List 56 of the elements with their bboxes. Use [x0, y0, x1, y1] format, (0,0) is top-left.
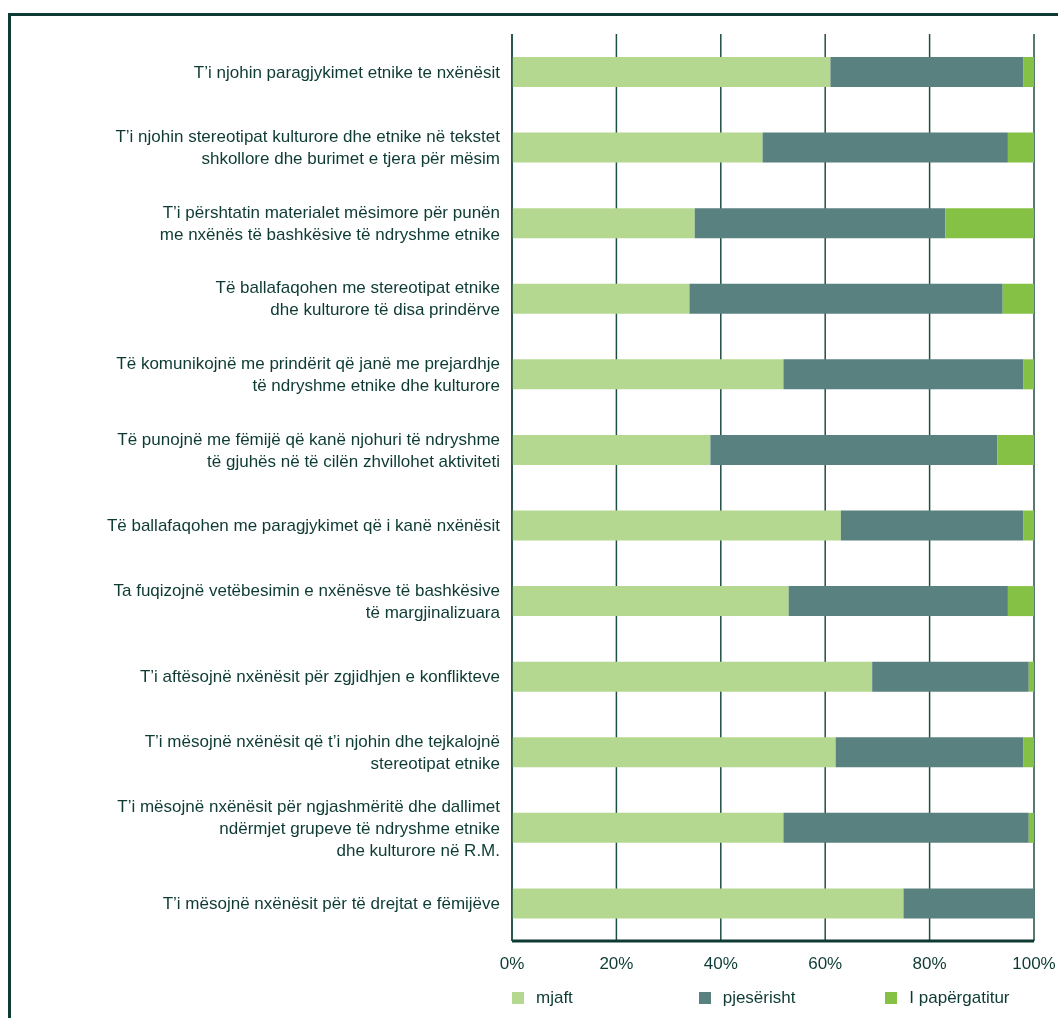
y-tick-label: T’i njohin paragjykimet etnike te nxënësit: [193, 62, 501, 82]
bar: [762, 132, 1008, 163]
bar: [512, 812, 784, 843]
bar: [830, 57, 1024, 87]
y-tick-label: T’i mësojnë nxënësit që t’i njohin dhe tejkalojnë stereotipat etnike: [144, 731, 500, 773]
bar: [512, 208, 695, 239]
bar: [512, 510, 841, 541]
y-tick-label: Ta fuqizojnë vetëbesimin e nxënësve të bashkësive të margjinalizuara: [113, 580, 501, 622]
bar: [1007, 132, 1034, 163]
bar: [835, 737, 1024, 768]
bar: [512, 888, 904, 919]
bar: [512, 434, 711, 465]
x-tick-label: 0%: [499, 954, 525, 974]
x-tick-label: 80%: [912, 954, 947, 974]
bar: [840, 510, 1024, 541]
bar: [694, 208, 946, 239]
y-tick-label: Të komunikojnë me prindërit që janë me prejardhje të ndryshme etnike dhe kulturore: [116, 354, 500, 396]
legend-label: pjesërisht: [722, 988, 796, 1008]
y-tick-label: Të ballafaqohen me paragjykimet që i kanë nxënësit: [106, 516, 501, 536]
bar: [512, 737, 836, 768]
y-tick-label: T’i mësojnë nxënësit për të drejtat e fëmijëve: [162, 894, 500, 914]
y-tick-label: Të ballafaqohen me stereotipat etnike dhe kulturore të disa prindërve: [215, 278, 500, 320]
bar: [945, 208, 1034, 239]
bar: [903, 888, 1034, 919]
bar: [872, 661, 1029, 692]
legend-label: mjaft: [536, 988, 573, 1008]
legend-label: I papërgatitur: [909, 988, 1010, 1008]
y-tick-label: T’i përshtatin materialet mësimore për punën me nxënës të bashkësive të ndryshme etnike: [159, 202, 500, 244]
bar: [512, 586, 789, 617]
bar: [1023, 359, 1034, 390]
bar: [710, 434, 998, 465]
y-tick-label: T’i njohin stereotipat kulturore dhe etnike në tekstet shkollore dhe burimet e tjera për mësim: [115, 127, 501, 169]
bar: [689, 283, 1003, 314]
bar: [1023, 57, 1034, 87]
bar: [1028, 661, 1034, 692]
y-tick-label: T’i mësojnë nxënësit për ngjashmëritë dhe dallimet ndërmjet grupeve të ndryshme etnike dhe kulturore në R.M.: [117, 796, 501, 860]
bar: [997, 434, 1034, 465]
y-tick-label: T’i aftësojnë nxënësit për zgjidhjen e konflikteve: [139, 667, 500, 687]
bar: [1002, 283, 1034, 314]
x-tick-label: 100%: [1012, 954, 1056, 974]
bar: [512, 359, 784, 390]
bar: [1023, 510, 1034, 541]
bar: [512, 132, 763, 163]
bar: [512, 661, 873, 692]
x-tick-label: 20%: [599, 954, 634, 974]
y-tick-label: Të punojnë me fëmijë që kanë njohuri të ndryshme të gjuhës në të cilën zhvillohet aktiviteti: [117, 429, 500, 471]
bar: [783, 359, 1024, 390]
bar: [1023, 737, 1034, 768]
x-tick-label: 40%: [703, 954, 738, 974]
bar: [512, 57, 831, 87]
bar: [788, 586, 1008, 617]
bar: [512, 283, 690, 314]
bar: [1007, 586, 1034, 617]
bar: [783, 812, 1029, 843]
bar: [1028, 812, 1034, 843]
x-tick-label: 60%: [808, 954, 843, 974]
